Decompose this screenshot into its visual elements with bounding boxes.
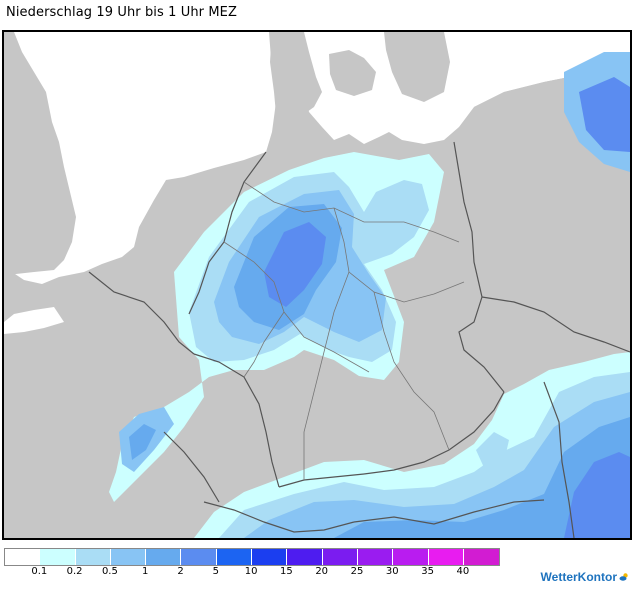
brand-name: WetterKontor: [540, 570, 617, 584]
baltic-sea: [300, 32, 630, 144]
precipitation-map: [2, 30, 632, 540]
legend-label: 20: [315, 566, 329, 577]
denmark: [270, 32, 322, 124]
legend-swatch-2: [75, 549, 111, 565]
legend-color-bar: [4, 548, 501, 566]
precip-alps-2: [334, 417, 630, 538]
english-channel: [4, 307, 64, 334]
border-pl-cz: [481, 296, 630, 353]
legend-label: 30: [385, 566, 399, 577]
precip-5: [264, 222, 326, 307]
legend-swatch-11: [393, 549, 429, 565]
legend-label: 40: [456, 566, 470, 577]
danish-islands: [329, 50, 376, 96]
border-de-cz: [458, 296, 505, 393]
legend-label: 2: [177, 566, 184, 577]
legend-labels: 0.1 0.2 0.5 1 2 5 10 15 20 25 30 35 40: [4, 566, 504, 580]
border-de-fr: [193, 353, 280, 488]
legend-swatch-10: [357, 549, 394, 565]
map-title: Niederschlag 19 Uhr bis 1 Uhr MEZ: [6, 5, 237, 20]
legend-swatch-6: [216, 549, 253, 565]
border-at-it: [353, 499, 545, 525]
state-borders: [223, 181, 465, 480]
legend-label: 0.2: [66, 566, 83, 577]
precip-northeast-core: [579, 77, 630, 152]
legend-label: 0.1: [31, 566, 48, 577]
legend-swatch-13: [463, 549, 500, 565]
legend-swatch-5: [181, 549, 217, 565]
legend-label: 15: [280, 566, 293, 577]
state-line-1: [243, 181, 460, 243]
border-at-hu: [543, 381, 575, 538]
sweden: [384, 32, 450, 102]
legend-label: 0.5: [101, 566, 118, 577]
legend-swatch-3: [110, 549, 147, 565]
legend-swatch-4: [146, 549, 182, 565]
border-de-ch: [278, 473, 365, 488]
legend-label: 35: [421, 566, 434, 577]
state-line-5: [303, 271, 350, 480]
sun-cloud-icon: [619, 573, 628, 581]
map-canvas: [4, 32, 630, 538]
legend-swatch-7: [252, 549, 288, 565]
state-line-6: [373, 291, 450, 451]
precipitation-fields: [109, 52, 630, 538]
legend-swatch-8: [287, 549, 323, 565]
legend-label: 5: [212, 566, 219, 577]
border-ch-it: [203, 501, 355, 533]
precip-west-core: [129, 424, 156, 460]
legend-swatch-12: [428, 549, 464, 565]
precip-alps-5: [564, 452, 630, 538]
legend-swatch-9: [322, 549, 358, 565]
great-britain: [4, 32, 76, 276]
precip-east-spot: [476, 432, 509, 472]
brand-logo: WetterKontor: [541, 570, 629, 584]
legend-label: 25: [350, 566, 364, 577]
border-de-pl: [453, 141, 483, 298]
legend-swatch-1: [40, 549, 76, 565]
legend-swatch-0: [5, 549, 41, 565]
legend-label: 1: [142, 566, 149, 577]
border-be-lu-fr: [88, 271, 195, 355]
state-line-4: [243, 311, 285, 378]
border-fr-ch: [163, 431, 220, 503]
legend-label: 10: [244, 566, 258, 577]
